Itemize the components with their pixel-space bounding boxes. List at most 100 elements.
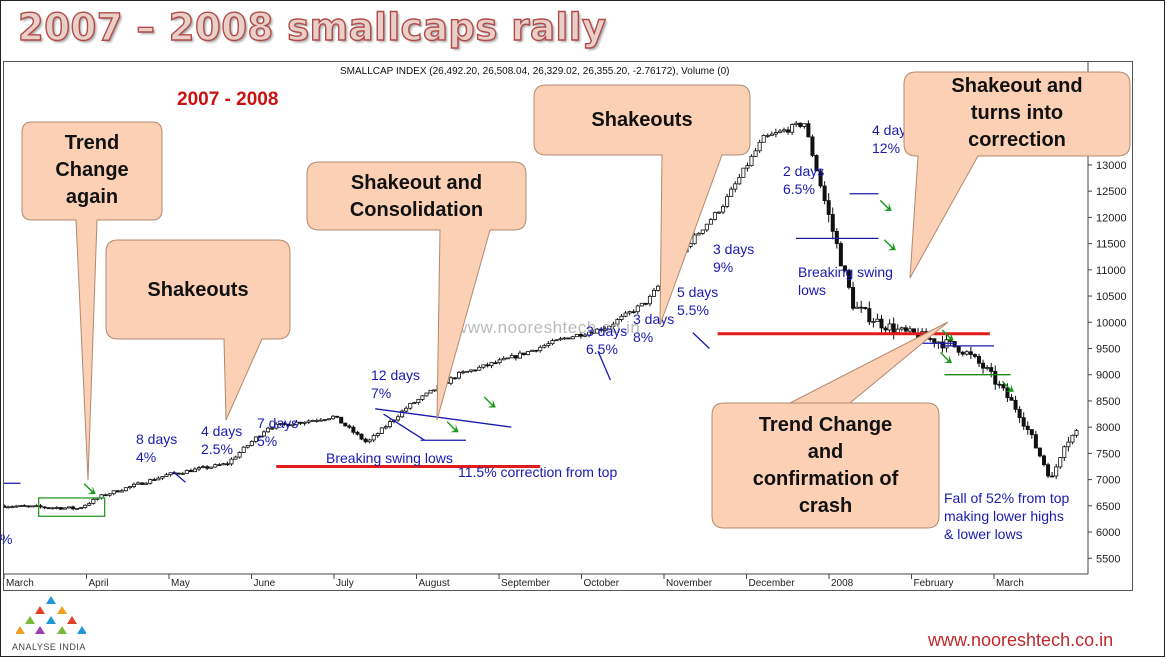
x-tick-label-11: February xyxy=(914,578,954,589)
x-tick-label-7: October xyxy=(584,578,620,589)
candle-body xyxy=(550,340,555,345)
candle-body xyxy=(188,469,193,473)
candle-body xyxy=(140,482,145,485)
candle-body xyxy=(838,243,843,267)
candle-body xyxy=(180,472,185,475)
x-tick-label-4: July xyxy=(336,578,354,589)
candle-body xyxy=(526,351,531,355)
candle-body xyxy=(331,415,336,420)
candle-body xyxy=(156,477,161,481)
candle-body xyxy=(46,507,51,510)
candle-body xyxy=(339,416,344,424)
candle-body xyxy=(241,446,246,453)
candle-body xyxy=(798,122,803,127)
candle-body xyxy=(30,505,35,508)
candle-body xyxy=(278,423,283,425)
candle-body xyxy=(144,482,149,485)
candle-body xyxy=(676,255,681,266)
candle-body xyxy=(75,507,80,510)
candle-body xyxy=(814,155,819,172)
candle-body xyxy=(708,219,713,225)
candle-body xyxy=(1033,434,1038,449)
candle-body xyxy=(213,464,218,468)
candle-body xyxy=(18,505,23,507)
candle-body xyxy=(22,505,27,507)
annotation-8days: 8 days 4% xyxy=(136,431,178,465)
candle-body xyxy=(745,165,750,169)
candle-body xyxy=(461,371,466,374)
candle-body xyxy=(6,506,11,509)
candle-body xyxy=(270,427,275,430)
candle-body xyxy=(753,150,758,157)
candle-body xyxy=(314,420,319,422)
candle-body xyxy=(436,384,441,391)
candle-body xyxy=(420,395,425,400)
candle-body xyxy=(50,507,55,510)
candle-body xyxy=(717,211,722,214)
candle-body xyxy=(696,232,701,236)
annotation-correction: 11.5% correction from top xyxy=(458,464,618,480)
candle-body xyxy=(851,286,856,309)
green-arrow-0 xyxy=(83,483,96,495)
y-tick-label-1: 6000 xyxy=(1096,527,1120,539)
candle-body xyxy=(245,444,250,448)
candle-body xyxy=(127,486,132,489)
candle-body xyxy=(152,479,157,481)
candle-body xyxy=(1005,387,1010,399)
candle-body xyxy=(469,369,474,372)
candle-body xyxy=(34,505,39,508)
candle-body xyxy=(351,426,356,433)
candle-body xyxy=(396,416,401,421)
candle-body xyxy=(879,318,884,329)
candle-body xyxy=(497,359,502,364)
candle-body xyxy=(830,214,835,232)
y-tick-label-15: 13000 xyxy=(1096,160,1127,172)
candle-body xyxy=(131,483,136,487)
candle-body xyxy=(578,333,583,337)
candle-body xyxy=(456,371,461,379)
candle-body xyxy=(424,392,429,397)
consolidation-box xyxy=(38,497,106,517)
candle-body xyxy=(221,463,226,466)
y-tick-label-3: 7000 xyxy=(1096,475,1120,487)
candle-body xyxy=(721,206,726,213)
analyse-india-logo-icon xyxy=(16,596,86,634)
x-tick-label-5: August xyxy=(419,578,450,589)
annotation-breaking-aug: Breaking swing lows xyxy=(326,450,453,466)
y-tick-label-9: 10000 xyxy=(1096,317,1127,329)
candle-body xyxy=(367,439,372,443)
candle-body xyxy=(741,167,746,178)
candle-body xyxy=(217,464,222,467)
candle-body xyxy=(136,482,141,485)
candle-body xyxy=(1029,429,1034,436)
candle-body xyxy=(1058,457,1063,468)
candle-body xyxy=(201,466,206,469)
candle-body xyxy=(1013,399,1018,410)
trend-line-nov xyxy=(692,332,710,349)
candle-body xyxy=(786,129,791,133)
candle-body xyxy=(582,334,587,337)
candle-body xyxy=(627,311,632,314)
annotation-nov2: 3 days 9% xyxy=(713,241,755,275)
candle-body xyxy=(10,506,15,509)
candle-body xyxy=(810,136,815,156)
candle-body xyxy=(408,403,413,409)
candle-body xyxy=(834,230,839,244)
candle-body xyxy=(964,351,969,355)
candle-body xyxy=(302,421,307,424)
candle-body xyxy=(58,507,63,510)
candle-body xyxy=(359,433,364,440)
candle-body xyxy=(481,364,486,368)
candle-body xyxy=(989,367,994,372)
candle-body xyxy=(729,188,734,197)
candle-body xyxy=(148,479,153,484)
candle-body xyxy=(603,328,608,331)
candle-body xyxy=(383,426,388,429)
candle-body xyxy=(249,441,254,446)
candle-body xyxy=(842,265,847,271)
candle-body xyxy=(111,490,116,495)
y-tick-label-8: 9500 xyxy=(1096,343,1120,355)
website-link[interactable]: www.nooreshtech.co.in xyxy=(928,630,1114,650)
candle-body xyxy=(4,505,7,508)
